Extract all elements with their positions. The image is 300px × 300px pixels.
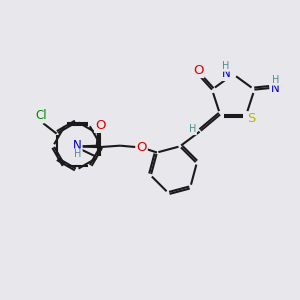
Text: Cl: Cl xyxy=(35,109,46,122)
Text: H: H xyxy=(74,149,81,159)
Text: O: O xyxy=(95,119,105,132)
Text: H: H xyxy=(189,124,196,134)
Text: H: H xyxy=(272,75,279,85)
Text: H: H xyxy=(222,61,230,71)
Text: O: O xyxy=(136,141,147,154)
Text: N: N xyxy=(271,82,280,94)
Text: O: O xyxy=(193,64,204,77)
Text: N: N xyxy=(221,67,230,80)
Text: S: S xyxy=(248,112,256,125)
Text: N: N xyxy=(73,139,82,152)
